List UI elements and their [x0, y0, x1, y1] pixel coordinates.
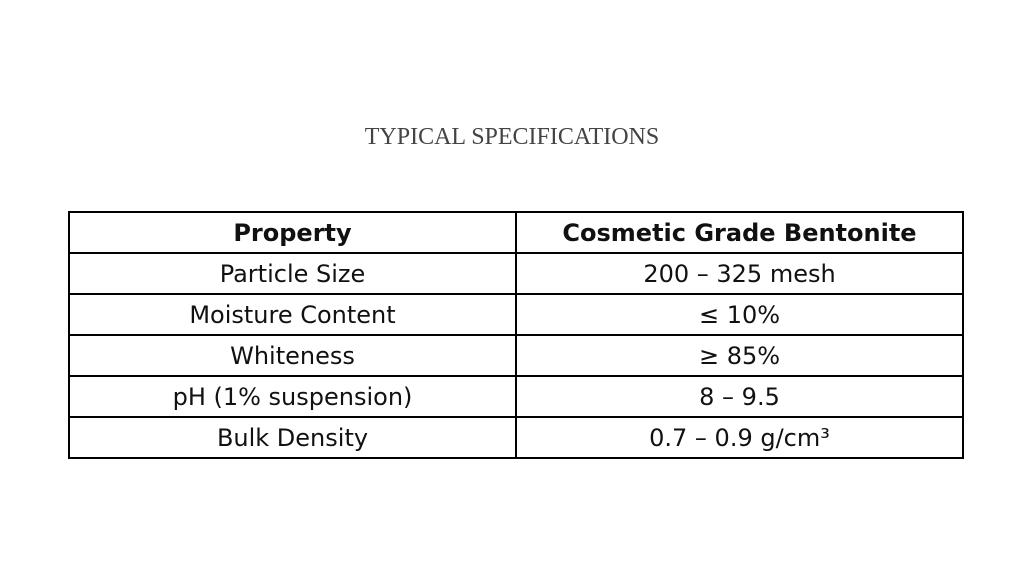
table-row: Bulk Density 0.7 – 0.9 g/cm³	[68, 416, 964, 459]
title: TYPICAL SPECIFICATIONS	[364, 124, 660, 150]
table-cell: 0.7 – 0.9 g/cm³	[515, 416, 964, 459]
header-row: Property Cosmetic Grade Bentonite	[68, 211, 964, 254]
table-body: Particle Size 200 – 325 mesh Moisture Cont…	[68, 252, 964, 459]
table-row: Particle Size 200 – 325 mesh	[68, 252, 964, 295]
table-row: pH (1% suspension) 8 – 9.5	[68, 375, 964, 418]
table-row: Whiteness ≥ 85%	[68, 334, 964, 377]
column-header: Property	[68, 211, 517, 254]
table-row: Moisture Content ≤ 10%	[68, 293, 964, 336]
table-cell: ≥ 85%	[515, 334, 964, 377]
table-cell: pH (1% suspension)	[68, 375, 517, 418]
table-cell: ≤ 10%	[515, 293, 964, 336]
table-cell: 200 – 325 mesh	[515, 252, 964, 295]
table-cell: Moisture Content	[68, 293, 517, 336]
table-cell: Bulk Density	[68, 416, 517, 459]
table-cell: 8 – 9.5	[515, 375, 964, 418]
column-header: Cosmetic Grade Bentonite	[515, 211, 964, 254]
spec-table: Property Cosmetic Grade Bentonite Particl…	[68, 211, 964, 459]
table-cell: Particle Size	[68, 252, 517, 295]
table-cell: Whiteness	[68, 334, 517, 377]
